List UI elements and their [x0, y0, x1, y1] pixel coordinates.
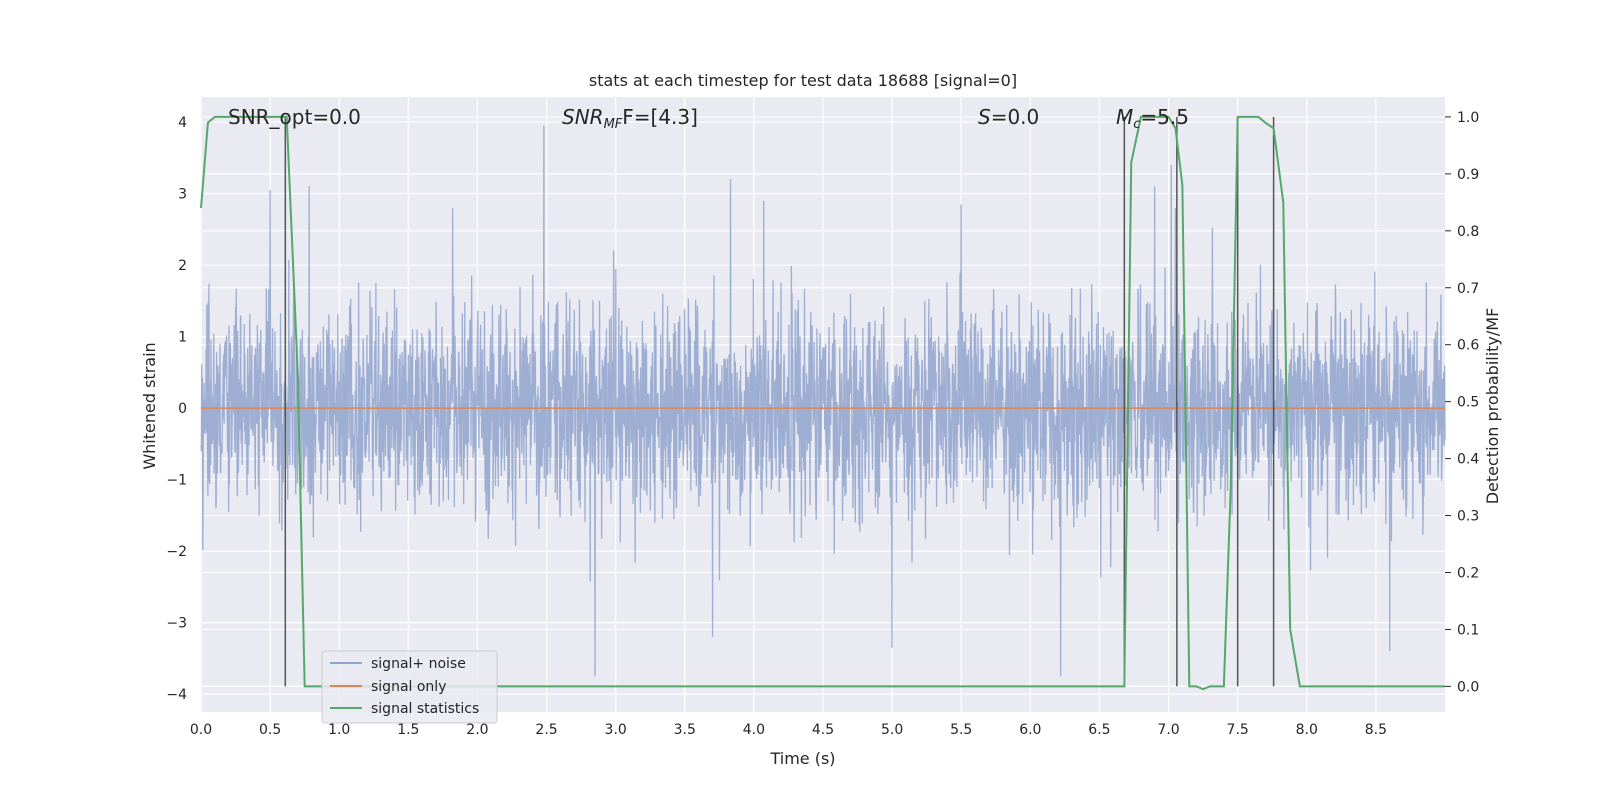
annotation-mc: Mc=5.5 — [1116, 105, 1189, 132]
snr-mf-main: SNR — [562, 105, 604, 129]
x-tick-label-5: 2.5 — [535, 722, 557, 738]
y2-tick-label-2: 0.8 — [1457, 224, 1479, 240]
x-tick-label-8: 4.0 — [743, 722, 765, 738]
y-ticks: 4 3 2 1 0 −1 −2 −3 −4 — [166, 115, 187, 703]
y-tick-label-1: 3 — [178, 187, 187, 203]
legend-label-signal-statistics: signal statistics — [371, 701, 479, 717]
x-tick-label-12: 6.0 — [1019, 722, 1041, 738]
y-tick-label-7: −3 — [166, 616, 187, 632]
legend-label-signal-only: signal only — [371, 679, 446, 695]
y-tick-label-5: −1 — [166, 473, 187, 489]
y2-tick-label-4: 0.6 — [1457, 338, 1479, 354]
x-tick-label-2: 1.0 — [328, 722, 350, 738]
x-tick-label-13: 6.5 — [1088, 722, 1110, 738]
x-tick-label-14: 7.0 — [1157, 722, 1179, 738]
y2-tick-label-6: 0.4 — [1457, 452, 1479, 468]
x-tick-label-17: 8.5 — [1365, 722, 1387, 738]
legend-label-signal-noise: signal+ noise — [371, 656, 466, 672]
snr-mf-sub: MF — [604, 117, 623, 132]
y2-axis-label: Detection probability/MF — [1483, 308, 1502, 505]
x-tick-label-15: 7.5 — [1227, 722, 1249, 738]
y-axis-label: Whitened strain — [140, 342, 159, 469]
y-tick-label-8: −4 — [166, 687, 187, 703]
x-tick-label-4: 2.0 — [466, 722, 488, 738]
y-tick-label-0: 4 — [178, 115, 187, 131]
y2-tick-label-5: 0.5 — [1457, 395, 1479, 411]
x-tick-label-7: 3.5 — [674, 722, 696, 738]
y-tick-label-6: −2 — [166, 544, 187, 560]
x-axis-label: Time (s) — [769, 749, 835, 768]
lines-layer — [200, 115, 1445, 691]
y2-tick-label-1: 0.9 — [1457, 167, 1479, 183]
x-tick-label-3: 1.5 — [397, 722, 419, 738]
s-value: =0.0 — [991, 105, 1040, 129]
y-tick-label-4: 0 — [178, 401, 187, 417]
annotation-snr-mf: SNRMFF=[4.3] — [562, 105, 698, 132]
s-symbol: S — [978, 105, 991, 129]
y2-tick-label-9: 0.1 — [1457, 622, 1479, 638]
y2-tick-label-3: 0.7 — [1457, 281, 1479, 297]
annotation-snr-opt: SNR_opt=0.0 — [228, 105, 361, 129]
y-tick-label-3: 1 — [178, 330, 187, 346]
x-tick-label-10: 5.0 — [881, 722, 903, 738]
legend: signal+ noise signal only signal statist… — [321, 650, 498, 724]
annotation-s: S=0.0 — [978, 105, 1039, 129]
x-tick-label-9: 4.5 — [812, 722, 834, 738]
mc-sub: c — [1133, 117, 1140, 132]
x-tick-label-6: 3.0 — [605, 722, 627, 738]
y2-tick-label-10: 0.0 — [1457, 679, 1479, 695]
x-tick-label-0: 0.0 — [190, 722, 212, 738]
y2-tick-label-0: 1.0 — [1457, 110, 1479, 126]
series-signal-statistics — [200, 115, 1445, 691]
snr-mf-value: F=[4.3] — [622, 105, 698, 129]
y-tick-label-2: 2 — [178, 258, 187, 274]
x-ticks: 0.0 0.5 1.0 1.5 2.0 2.5 3.0 3.5 4.0 4.5 5.0 5.5 6.0 6… — [190, 722, 1387, 738]
x-tick-label-11: 5.5 — [950, 722, 972, 738]
x-tick-label-16: 8.0 — [1296, 722, 1318, 738]
y2-tick-label-8: 0.2 — [1457, 565, 1479, 581]
mc-symbol: M — [1116, 105, 1133, 129]
x-tick-label-1: 0.5 — [259, 722, 281, 738]
legend-box — [321, 650, 498, 724]
y2-tick-label-7: 0.3 — [1457, 509, 1479, 525]
mc-value: =5.5 — [1140, 105, 1189, 129]
chart-title: stats at each timestep for test data 186… — [589, 71, 1017, 90]
y2-ticks: 1.0 0.9 0.8 0.7 0.6 0.5 0.4 0.3 0.2 0.1 0.0 — [1445, 110, 1479, 695]
